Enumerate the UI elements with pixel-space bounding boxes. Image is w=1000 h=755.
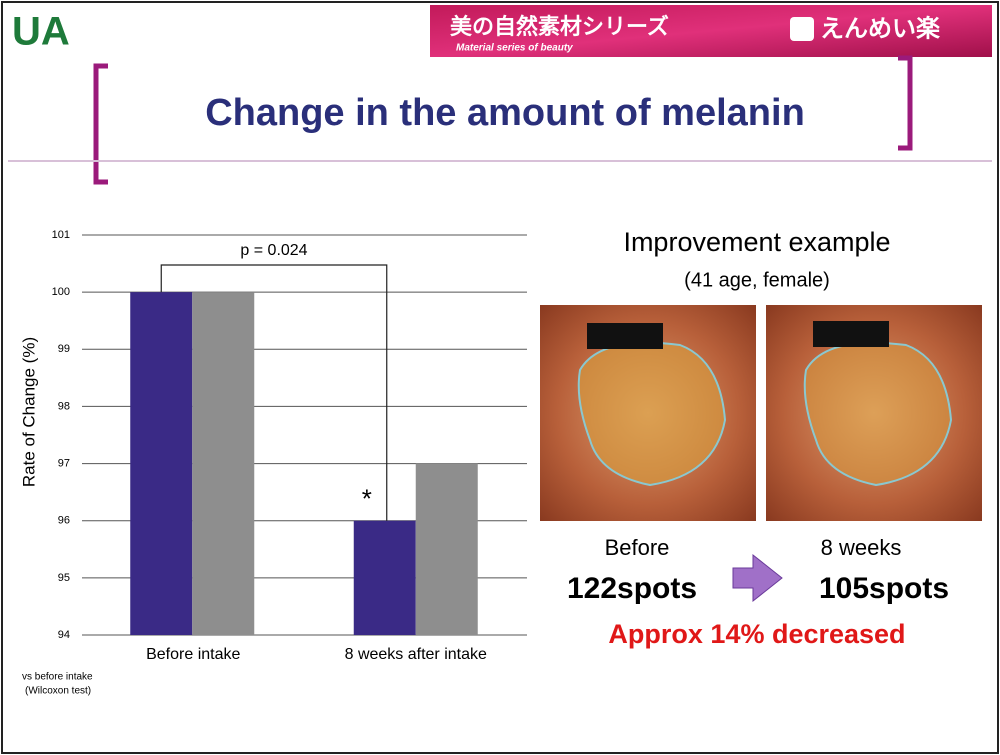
- before-count: 122spots: [567, 572, 697, 605]
- y-axis-title: Rate of Change (%): [19, 337, 38, 487]
- bar: [130, 292, 193, 635]
- significance-mark: *: [362, 484, 372, 514]
- slide-title: Change in the amount of melanin: [205, 92, 805, 134]
- after-label: 8 weeks: [821, 535, 902, 560]
- y-tick-label: 100: [52, 286, 70, 298]
- x-tick-label: Before intake: [146, 646, 240, 663]
- y-tick-label: 95: [58, 572, 70, 584]
- y-tick-label: 94: [58, 629, 70, 641]
- brand-icon: [790, 17, 814, 41]
- banner: [430, 5, 992, 57]
- bar: [353, 520, 416, 635]
- banner-en: Material series of beauty: [456, 43, 573, 54]
- bar: [415, 463, 478, 635]
- logo: UA: [12, 10, 70, 54]
- y-tick-label: 97: [58, 457, 70, 469]
- annotation-bg: [222, 240, 326, 262]
- footnote: vs before intake: [22, 672, 93, 683]
- banner-jp: 美の自然素材シリーズ: [450, 14, 669, 40]
- brand: えんめい楽: [820, 14, 941, 42]
- example-title: Improvement example: [623, 227, 890, 257]
- footnote: (Wilcoxon test): [25, 686, 91, 697]
- title-bracket-left: [93, 63, 108, 185]
- y-tick-label: 96: [58, 515, 70, 527]
- bar: [192, 292, 255, 635]
- after-count: 105spots: [819, 572, 949, 605]
- before-label: Before: [605, 535, 670, 560]
- example-subtitle: (41 age, female): [684, 269, 830, 291]
- before-mask: [587, 323, 663, 349]
- result: Approx 14% decreased: [608, 619, 905, 649]
- y-tick-label: 99: [58, 343, 70, 355]
- x-tick-label: 8 weeks after intake: [345, 646, 487, 663]
- title-bracket-right: [898, 55, 913, 151]
- arrow: [732, 553, 783, 603]
- significance-bracket: [160, 264, 388, 521]
- y-tick-label: 98: [58, 400, 70, 412]
- p-value: p = 0.024: [240, 242, 307, 259]
- after-mask: [813, 321, 889, 347]
- y-tick-label: 101: [52, 229, 70, 241]
